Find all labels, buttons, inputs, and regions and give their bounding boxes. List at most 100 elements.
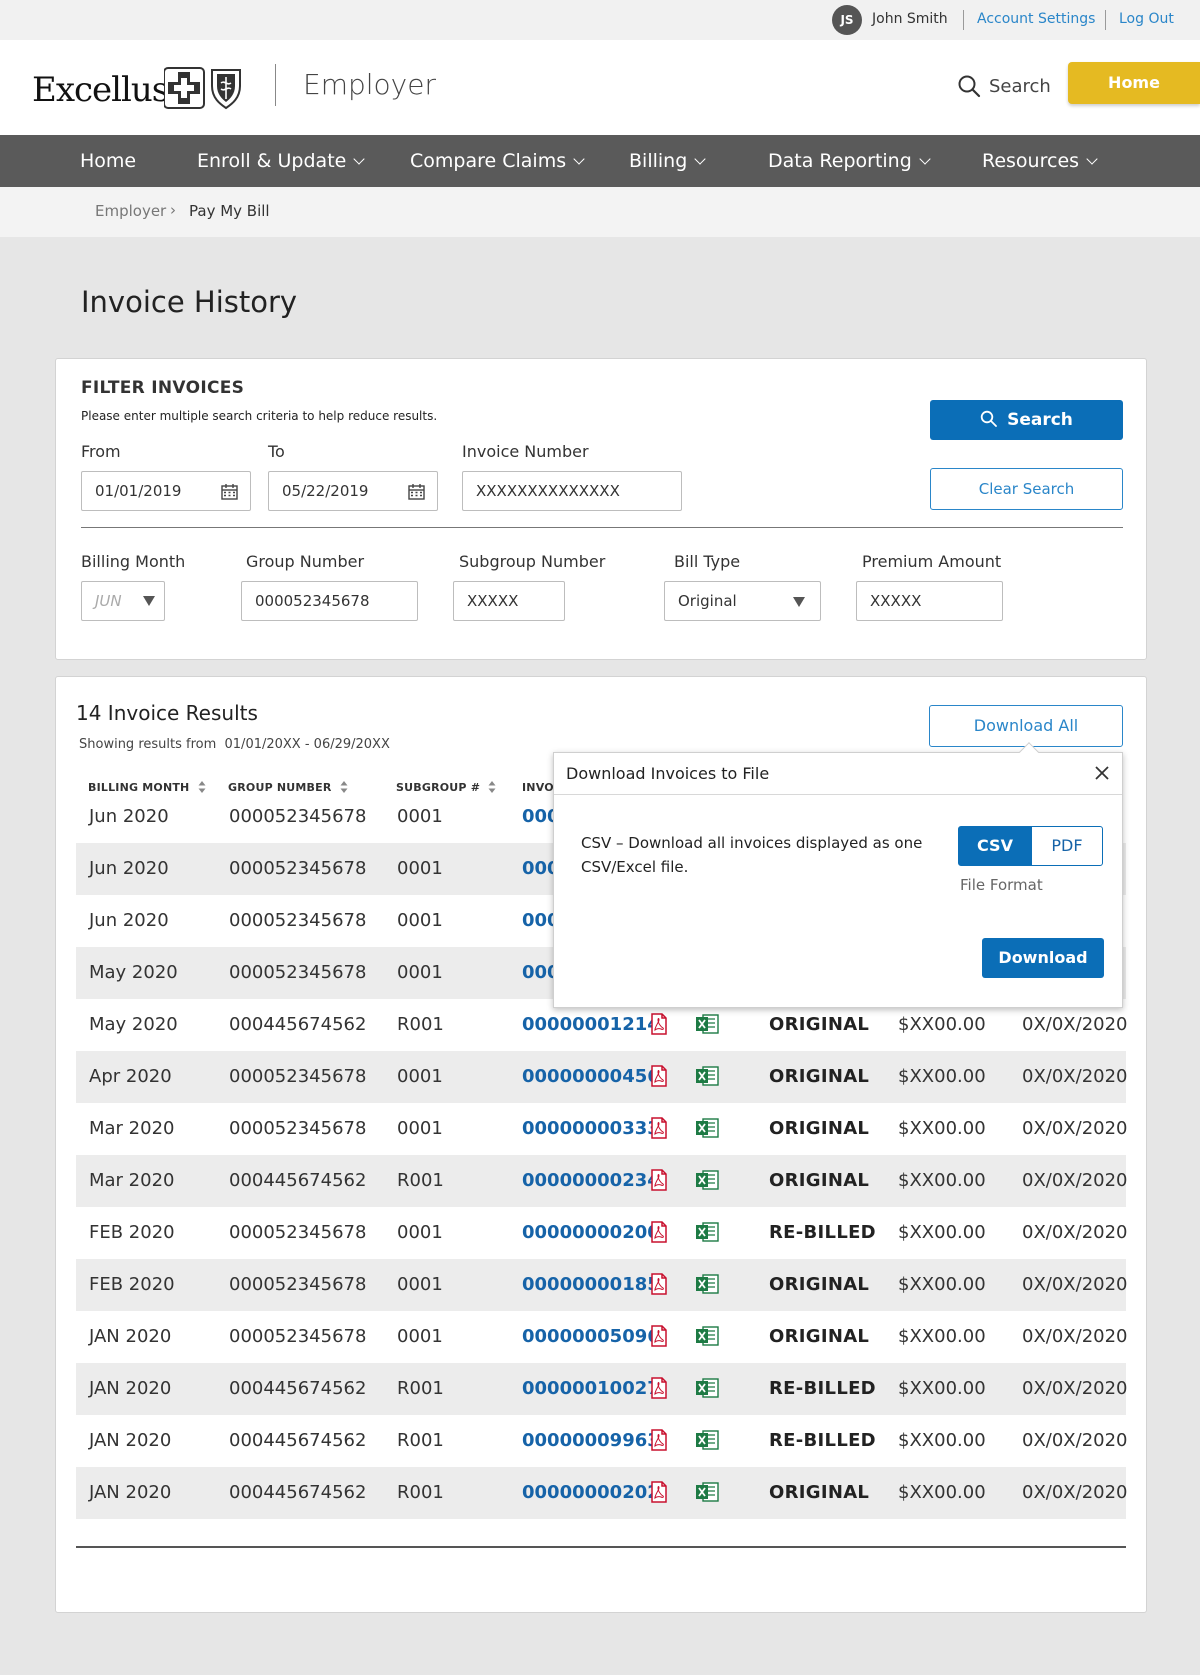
results-count-title: 14 Invoice Results — [76, 701, 258, 725]
search-button[interactable]: Search — [930, 400, 1123, 440]
cell-invoice-link[interactable]: 00000000333 — [522, 1118, 660, 1139]
excel-file-icon[interactable] — [695, 1325, 719, 1351]
excel-file-icon[interactable] — [695, 1117, 719, 1143]
cell-bill-type: RE-BILLED — [769, 1378, 876, 1399]
modal-description: CSV – Download all invoices displayed as… — [581, 834, 923, 876]
pdf-file-icon[interactable] — [650, 1377, 668, 1403]
calendar-icon[interactable] — [408, 483, 425, 500]
cell-group-number: 000445674562 — [229, 1014, 367, 1035]
cell-subgroup: 0001 — [397, 962, 443, 983]
chevron-down-icon — [353, 153, 365, 165]
nav-item-enroll-update[interactable]: Enroll & Update — [197, 135, 365, 187]
premium-amount-label: Premium Amount — [862, 552, 1002, 571]
col-header-group-number[interactable]: GROUP NUMBER — [228, 781, 348, 795]
avatar[interactable]: JS — [832, 5, 862, 35]
download-button[interactable]: Download — [982, 938, 1104, 978]
invoice-number-input[interactable]: XXXXXXXXXXXXXX — [462, 471, 682, 511]
excel-file-icon[interactable] — [695, 1481, 719, 1507]
cell-invoice-link[interactable]: 00000005096 — [522, 1326, 660, 1347]
excel-file-icon[interactable] — [695, 1013, 719, 1039]
cell-group-number: 000445674562 — [229, 1378, 367, 1399]
nav-item-resources[interactable]: Resources — [982, 135, 1098, 187]
logo-wordmark[interactable]: Excellus — [32, 70, 169, 110]
cell-invoice-link[interactable]: 00000000200 — [522, 1222, 660, 1243]
table-row: Jun 2020 000052345678 0001 000 — [76, 895, 1126, 947]
close-icon[interactable] — [1094, 765, 1110, 781]
breadcrumb-employer-link[interactable]: Employer — [95, 202, 167, 220]
billing-month-select[interactable]: JUN — [81, 581, 165, 621]
search-icon[interactable] — [957, 74, 981, 98]
sort-icon[interactable] — [340, 780, 348, 794]
cell-invoice-link[interactable]: 00000010027 — [522, 1378, 660, 1399]
excel-file-icon[interactable] — [695, 1221, 719, 1247]
search-icon — [980, 410, 997, 427]
cell-invoice-link[interactable]: 00000001214 — [522, 1014, 660, 1035]
sort-icon[interactable] — [198, 780, 206, 794]
to-date-value: 05/22/2019 — [282, 482, 369, 500]
cell-invoice-link[interactable]: 000 — [522, 858, 560, 879]
pdf-file-icon[interactable] — [650, 1481, 668, 1507]
col-header-subgroup[interactable]: SUBGROUP # — [396, 781, 496, 795]
bill-type-select[interactable]: Original — [664, 581, 821, 621]
format-csv-toggle[interactable]: CSV — [958, 826, 1032, 866]
cell-date: 0X/0X/2020 — [1022, 1066, 1128, 1087]
cell-invoice-link[interactable]: 00000000202 — [522, 1482, 660, 1503]
user-name: John Smith — [872, 11, 948, 27]
cell-amount: $XX00.00 — [898, 1118, 986, 1139]
excel-file-icon[interactable] — [695, 1169, 719, 1195]
col-header-billing-month[interactable]: BILLING MONTH — [88, 781, 206, 795]
cell-subgroup: R001 — [397, 1170, 444, 1191]
clear-search-button[interactable]: Clear Search — [930, 468, 1123, 510]
download-all-button[interactable]: Download All — [929, 705, 1123, 747]
pdf-file-icon[interactable] — [650, 1117, 668, 1143]
account-settings-link[interactable]: Account Settings — [977, 11, 1096, 27]
cell-invoice-link[interactable]: 00000000234 — [522, 1170, 660, 1191]
cell-billing-month: Mar 2020 — [89, 1118, 175, 1139]
premium-amount-input[interactable]: XXXXX — [856, 581, 1003, 621]
excel-file-icon[interactable] — [695, 1377, 719, 1403]
cell-group-number: 000052345678 — [229, 858, 367, 879]
subgroup-number-input[interactable]: XXXXX — [453, 581, 565, 621]
pdf-file-icon[interactable] — [650, 1325, 668, 1351]
format-pdf-toggle[interactable]: PDF — [1031, 826, 1103, 866]
cell-invoice-link[interactable]: 00000000185 — [522, 1274, 660, 1295]
cell-invoice-link[interactable]: 000 — [522, 806, 560, 827]
search-button-label: Search — [1007, 410, 1073, 430]
pdf-file-icon[interactable] — [650, 1273, 668, 1299]
pdf-file-icon[interactable] — [650, 1169, 668, 1195]
cell-invoice-link[interactable]: 00000000456 — [522, 1066, 660, 1087]
nav-item-billing[interactable]: Billing — [629, 135, 706, 187]
header-search-label[interactable]: Search — [989, 76, 1051, 97]
cell-amount: $XX00.00 — [898, 1430, 986, 1451]
home-button[interactable]: Home — [1068, 62, 1200, 104]
table-row: JAN 2020 000445674562 R001 00000000202 ORIGI… — [76, 1467, 1128, 1519]
sort-icon[interactable] — [488, 780, 496, 794]
pdf-file-icon[interactable] — [650, 1065, 668, 1091]
nav-item-data-reporting[interactable]: Data Reporting — [768, 135, 931, 187]
excel-file-icon[interactable] — [695, 1065, 719, 1091]
group-number-input[interactable]: 000052345678 — [241, 581, 418, 621]
pdf-file-icon[interactable] — [650, 1221, 668, 1247]
cell-invoice-link[interactable]: 00000009963 — [522, 1430, 660, 1451]
cell-date: 0X/0X/2020 — [1022, 1430, 1128, 1451]
cell-amount: $XX00.00 — [898, 1326, 986, 1347]
nav-item-compare-claims[interactable]: Compare Claims — [410, 135, 585, 187]
filter-invoices-card: FILTER INVOICES Please enter multiple se… — [55, 358, 1147, 660]
col-header-invoice[interactable]: INVO — [522, 781, 554, 794]
cell-subgroup: R001 — [397, 1430, 444, 1451]
excel-file-icon[interactable] — [695, 1429, 719, 1455]
to-date-input[interactable]: 05/22/2019 — [268, 471, 438, 511]
calendar-icon[interactable] — [221, 483, 238, 500]
from-date-input[interactable]: 01/01/2019 — [81, 471, 251, 511]
breadcrumb-current: Pay My Bill — [189, 202, 270, 220]
results-range-text: Showing results from 01/01/20XX - 06/29/… — [79, 737, 390, 752]
cell-amount: $XX00.00 — [898, 1222, 986, 1243]
pdf-file-icon[interactable] — [650, 1013, 668, 1039]
pdf-file-icon[interactable] — [650, 1429, 668, 1455]
cell-invoice-link[interactable]: 000 — [522, 962, 560, 983]
excel-file-icon[interactable] — [695, 1273, 719, 1299]
nav-label: Resources — [982, 150, 1080, 172]
nav-item-home[interactable]: Home — [80, 135, 136, 187]
cell-invoice-link[interactable]: 000 — [522, 910, 560, 931]
log-out-link[interactable]: Log Out — [1119, 11, 1174, 27]
